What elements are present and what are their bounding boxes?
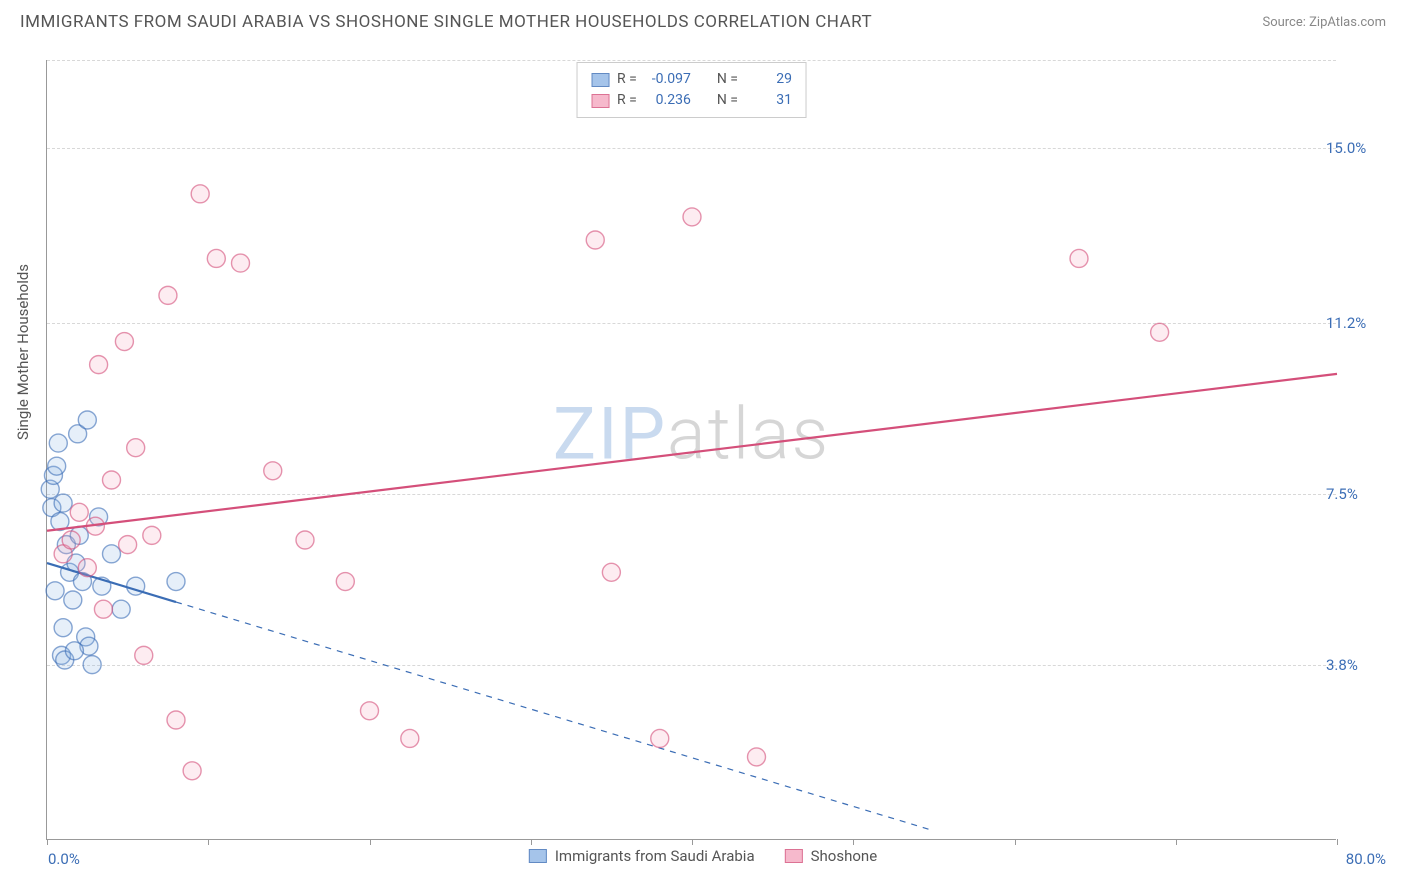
- data-point: [207, 249, 225, 267]
- legend-item: Immigrants from Saudi Arabia: [529, 847, 755, 865]
- correlation-legend: R = -0.097 N = 29 R = 0.236 N = 31: [576, 62, 807, 118]
- data-point: [90, 356, 108, 374]
- source-label: Source: ZipAtlas.com: [1262, 15, 1386, 30]
- data-point: [62, 531, 80, 549]
- data-point: [78, 411, 96, 429]
- data-point: [94, 600, 112, 618]
- x-tick-mark: [1337, 839, 1338, 845]
- x-tick-mark: [853, 839, 854, 845]
- data-point: [683, 208, 701, 226]
- data-point: [296, 531, 314, 549]
- x-axis-max: 80.0%: [1346, 850, 1386, 868]
- page-title: IMMIGRANTS FROM SAUDI ARABIA VS SHOSHONE…: [20, 12, 872, 32]
- data-point: [183, 762, 201, 780]
- data-point: [103, 545, 121, 563]
- data-point: [159, 286, 177, 304]
- data-point: [336, 573, 354, 591]
- legend-row: R = -0.097 N = 29: [591, 69, 792, 90]
- data-point: [264, 462, 282, 480]
- trend-line-dashed: [176, 602, 934, 831]
- data-point: [1151, 323, 1169, 341]
- data-point: [602, 563, 620, 581]
- data-point: [83, 656, 101, 674]
- x-tick-mark: [47, 839, 48, 845]
- chart-plot-area: R = -0.097 N = 29 R = 0.236 N = 31 ZIPat…: [46, 60, 1336, 840]
- data-point: [167, 573, 185, 591]
- x-tick-mark: [370, 839, 371, 845]
- swatch-series-a: [529, 849, 547, 863]
- data-point: [46, 582, 64, 600]
- swatch-series-b: [591, 94, 609, 108]
- swatch-series-b: [785, 849, 803, 863]
- data-point: [78, 559, 96, 577]
- data-point: [143, 526, 161, 544]
- data-point: [651, 729, 669, 747]
- data-point: [103, 471, 121, 489]
- data-point: [70, 503, 88, 521]
- data-point: [191, 185, 209, 203]
- data-point: [115, 333, 133, 351]
- x-tick-mark: [208, 839, 209, 845]
- x-tick-mark: [1015, 839, 1016, 845]
- data-point: [361, 702, 379, 720]
- header: IMMIGRANTS FROM SAUDI ARABIA VS SHOSHONE…: [0, 0, 1406, 40]
- legend-item: Shoshone: [785, 847, 878, 865]
- scatter-svg: [47, 60, 1336, 839]
- swatch-series-a: [591, 73, 609, 87]
- data-point: [64, 591, 82, 609]
- series-legend: Immigrants from Saudi Arabia Shoshone: [529, 847, 877, 865]
- x-axis-min: 0.0%: [48, 850, 80, 868]
- data-point: [65, 642, 83, 660]
- x-tick-mark: [692, 839, 693, 845]
- data-point: [135, 646, 153, 664]
- data-point: [119, 536, 137, 554]
- trend-line: [47, 374, 1337, 531]
- y-axis-label: Single Mother Households: [14, 264, 32, 440]
- data-point: [167, 711, 185, 729]
- data-point: [54, 494, 72, 512]
- legend-row: R = 0.236 N = 31: [591, 90, 792, 111]
- data-point: [54, 619, 72, 637]
- x-tick-mark: [531, 839, 532, 845]
- data-point: [232, 254, 250, 272]
- data-point: [586, 231, 604, 249]
- data-point: [48, 457, 66, 475]
- data-point: [748, 748, 766, 766]
- x-tick-mark: [1176, 839, 1177, 845]
- data-point: [127, 439, 145, 457]
- data-point: [1070, 249, 1088, 267]
- data-point: [401, 729, 419, 747]
- data-point: [49, 434, 67, 452]
- data-point: [112, 600, 130, 618]
